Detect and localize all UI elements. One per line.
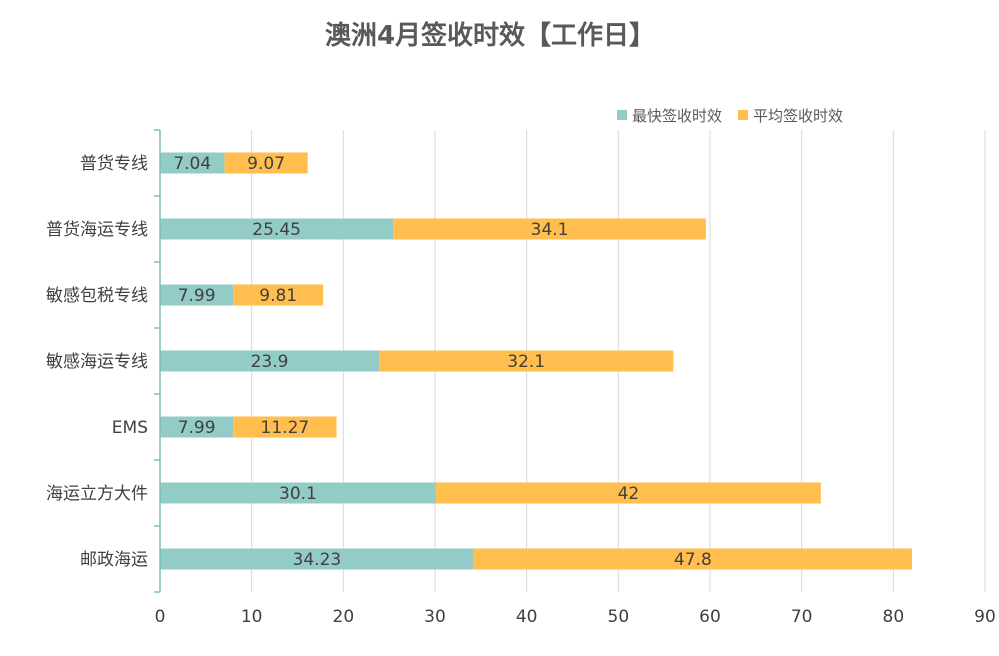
labels: 0 10 20 30 40 50 60 70 80 90 7.04 9.07 普货专线 25.45 34.1… bbox=[46, 154, 996, 627]
bars bbox=[160, 152, 912, 570]
legend-label-fastest: 最快签收时效 bbox=[632, 107, 722, 125]
category-label-5: 海运立方大件 bbox=[46, 484, 148, 504]
bar-fastest-2 bbox=[160, 284, 234, 306]
data-label-fastest-6: 34.23 bbox=[293, 550, 342, 570]
bar-fastest-0 bbox=[160, 152, 225, 174]
data-label-average-4: 11.27 bbox=[261, 418, 310, 438]
category-label-4: EMS bbox=[112, 418, 148, 438]
data-label-fastest-4: 7.99 bbox=[178, 418, 216, 438]
x-tick-label-80: 80 bbox=[883, 607, 905, 627]
bar-average-5 bbox=[435, 482, 821, 504]
bar-average-2 bbox=[233, 284, 324, 306]
category-label-3: 敏感海运专线 bbox=[46, 352, 148, 372]
bar-fastest-3 bbox=[160, 350, 380, 372]
data-label-fastest-0: 7.04 bbox=[173, 154, 211, 174]
x-tick-label-60: 60 bbox=[699, 607, 721, 627]
legend-label-average: 平均签收时效 bbox=[753, 107, 843, 125]
data-label-fastest-5: 30.1 bbox=[279, 484, 317, 504]
category-label-1: 普货海运专线 bbox=[46, 220, 148, 240]
bar-average-6 bbox=[473, 548, 912, 570]
x-tick-label-0: 0 bbox=[155, 607, 166, 627]
legend-swatch-average bbox=[738, 110, 748, 120]
chart-title: 澳洲4月签收时效【工作日】 bbox=[325, 20, 655, 51]
bar-fastest-1 bbox=[160, 218, 394, 240]
bar-average-4 bbox=[233, 416, 337, 438]
x-tick-label-20: 20 bbox=[333, 607, 355, 627]
bar-fastest-4 bbox=[160, 416, 234, 438]
legend-swatch-fastest bbox=[617, 110, 627, 120]
data-label-average-1: 34.1 bbox=[531, 220, 569, 240]
data-label-fastest-3: 23.9 bbox=[251, 352, 289, 372]
x-tick-label-10: 10 bbox=[241, 607, 263, 627]
category-label-6: 邮政海运 bbox=[80, 550, 148, 570]
bar-fastest-6 bbox=[160, 548, 474, 570]
axes bbox=[154, 129, 161, 593]
data-label-average-5: 42 bbox=[618, 484, 640, 504]
data-label-fastest-2: 7.99 bbox=[178, 286, 216, 306]
x-tick-label-90: 90 bbox=[974, 607, 996, 627]
category-label-0: 普货专线 bbox=[80, 154, 148, 174]
data-label-average-2: 9.81 bbox=[259, 286, 297, 306]
x-tick-label-70: 70 bbox=[791, 607, 813, 627]
x-tick-label-40: 40 bbox=[516, 607, 538, 627]
data-label-average-0: 9.07 bbox=[247, 154, 285, 174]
bar-average-3 bbox=[379, 350, 674, 372]
data-label-average-3: 32.1 bbox=[507, 352, 545, 372]
x-tick-label-50: 50 bbox=[608, 607, 630, 627]
legend: 最快签收时效 平均签收时效 bbox=[617, 107, 843, 125]
bar-average-0 bbox=[224, 152, 308, 174]
x-tick-label-30: 30 bbox=[424, 607, 446, 627]
data-label-average-6: 47.8 bbox=[674, 550, 712, 570]
category-label-2: 敏感包税专线 bbox=[46, 286, 148, 306]
data-label-fastest-1: 25.45 bbox=[252, 220, 301, 240]
bar-average-1 bbox=[393, 218, 706, 240]
bar-fastest-5 bbox=[160, 482, 436, 504]
